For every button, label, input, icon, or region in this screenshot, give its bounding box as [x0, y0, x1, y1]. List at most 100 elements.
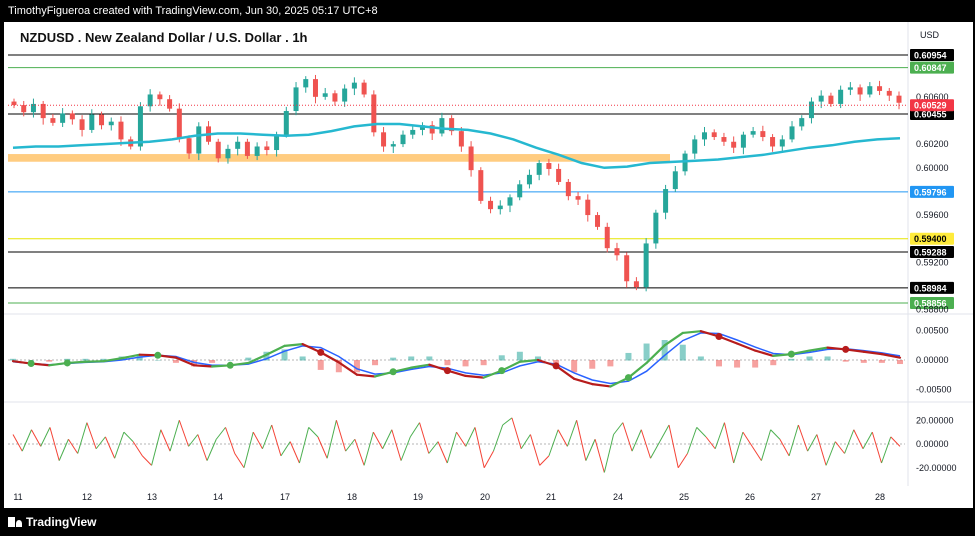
date-tick-4: 17	[280, 492, 290, 502]
osc-seg-49	[456, 431, 467, 447]
candle-body-89	[877, 86, 883, 91]
osc-seg-55	[511, 417, 522, 449]
support-zone	[8, 154, 670, 162]
macd-hist-14	[263, 351, 270, 361]
attribution-text: TimothyFigueroa created with TradingView…	[8, 5, 378, 17]
osc-seg-81	[751, 446, 762, 461]
candle-body-77	[760, 131, 766, 138]
candle-body-17	[176, 108, 182, 139]
candle-body-7	[79, 119, 85, 130]
macd-hist-8	[154, 360, 161, 361]
macd-cross-dot-1	[27, 360, 35, 368]
date-tick-7: 20	[480, 492, 490, 502]
macd-cross-dot-17	[317, 348, 325, 356]
candle-body-0	[11, 101, 17, 106]
macd-line-seg-48	[862, 350, 883, 356]
candle-body-58	[575, 196, 581, 200]
osc-seg-85	[788, 424, 799, 457]
osc-seg-19	[178, 420, 190, 447]
macd-hist-23	[426, 356, 433, 361]
osc-seg-28	[262, 424, 273, 449]
macd-cross-dot-39	[715, 332, 723, 340]
osc-seg-40	[372, 431, 384, 449]
osc-seg-50	[465, 427, 476, 447]
macd-hist-0	[10, 358, 16, 361]
candle-body-86	[847, 87, 853, 90]
osc-seg-83	[770, 429, 781, 440]
macd-line-seg-26	[464, 374, 485, 379]
osc-seg-32	[298, 427, 310, 464]
macd-hist-28	[516, 351, 523, 361]
candle-body-70	[692, 139, 698, 154]
candle-body-68	[672, 171, 678, 190]
candle-body-55	[546, 163, 552, 169]
macd-hist-7	[136, 355, 143, 361]
osc-seg-20	[188, 434, 199, 447]
osc-seg-15	[141, 455, 152, 466]
osc-seg-61	[566, 420, 578, 447]
candle-body-4	[50, 118, 56, 123]
level-label-5: 0.59288	[914, 247, 947, 257]
osc-seg-96	[890, 436, 901, 447]
tradingview-brand: TradingView	[26, 515, 97, 529]
macd-line-seg-14	[247, 353, 268, 365]
level-label-bg-3	[910, 185, 954, 198]
osc-seg-63	[585, 439, 596, 461]
candle-body-76	[750, 131, 756, 135]
osc-seg-62	[576, 420, 587, 461]
macd-line-seg-19	[337, 361, 359, 376]
candle-body-90	[886, 90, 892, 96]
price-tick-2: 0.60000	[916, 163, 949, 173]
candle-body-13	[137, 106, 143, 147]
macd-hist-42	[770, 360, 777, 366]
candle-body-10	[108, 121, 114, 126]
macd-line-seg-33	[591, 383, 612, 388]
osc-seg-65	[603, 434, 615, 473]
osc-seg-86	[797, 424, 809, 452]
currency-label: USD	[920, 30, 940, 40]
level-label-bg-6	[910, 281, 954, 294]
osc-seg-92	[853, 429, 864, 449]
level-label-0: 0.60954	[914, 50, 947, 60]
macd-line-seg-38	[681, 330, 702, 335]
osc-seg-10	[95, 436, 106, 450]
candle-body-24	[244, 141, 250, 156]
osc-seg-17	[160, 429, 171, 452]
candle-body-14	[147, 94, 153, 107]
macd-hist-29	[534, 356, 541, 361]
candle-body-48	[478, 170, 484, 201]
candle-body-80	[789, 126, 795, 140]
candle-body-30	[303, 79, 309, 88]
osc-seg-60	[557, 429, 568, 447]
macd-cross-dot-12	[226, 361, 234, 369]
candle-body-45	[449, 118, 455, 132]
candle-body-35	[351, 82, 357, 89]
candle-body-6	[69, 113, 75, 120]
osc-seg-13	[123, 431, 134, 442]
osc-seg-75	[696, 427, 707, 438]
candle-body-59	[585, 199, 591, 216]
macd-hist-13	[245, 357, 252, 361]
candle-body-56	[556, 168, 562, 182]
osc-tick-0: 20.00000	[916, 415, 954, 425]
osc-seg-78	[723, 422, 735, 464]
osc-seg-53	[492, 424, 504, 452]
date-tick-9: 24	[613, 492, 623, 502]
macd-cross-dot-21	[389, 368, 397, 376]
osc-seg-5	[49, 427, 60, 461]
candle-body-3	[40, 103, 46, 119]
osc-seg-71	[659, 424, 670, 442]
level-label-6: 0.58984	[914, 283, 947, 293]
level-label-bg-7	[910, 297, 954, 310]
candle-body-37	[371, 94, 377, 133]
macd-line-seg-42	[754, 349, 775, 357]
macd-hist-18	[335, 360, 342, 373]
macd-hist-36	[661, 340, 668, 361]
tradingview-logo[interactable]: TradingView	[8, 515, 96, 529]
osc-seg-21	[197, 434, 208, 461]
macd-line-seg-20	[355, 373, 377, 378]
level-label-3: 0.59796	[914, 187, 947, 197]
osc-seg-51	[474, 427, 485, 468]
candle-body-52	[517, 184, 523, 198]
